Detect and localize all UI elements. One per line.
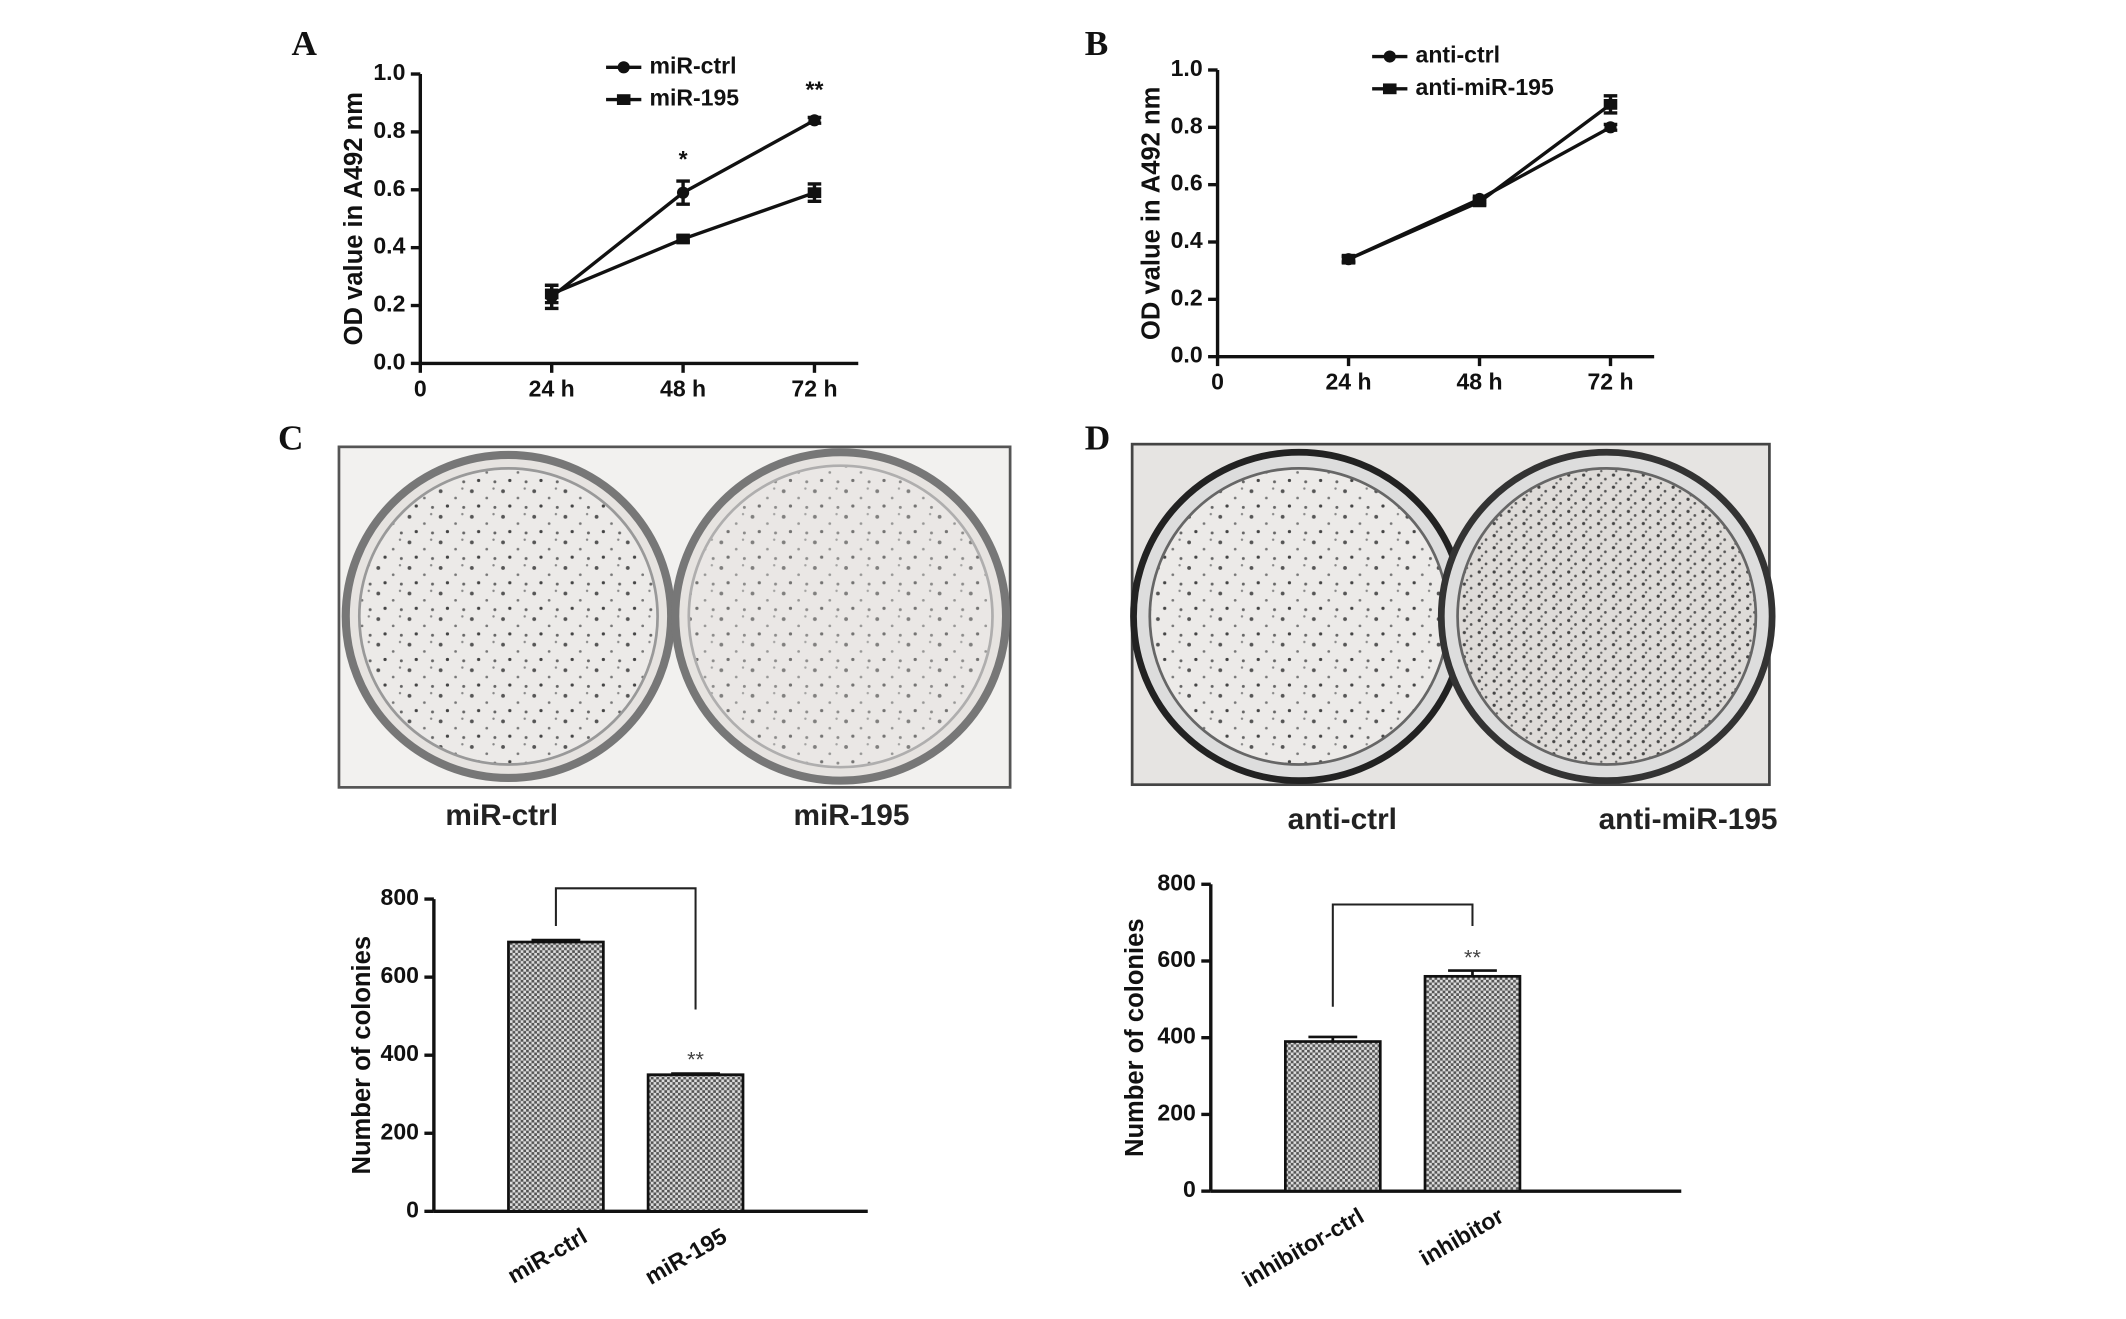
y-tick-label: 0.6 <box>1171 170 1203 196</box>
annotation: ** <box>1464 945 1481 970</box>
photo <box>1130 442 1776 787</box>
x-tick-label: 0 <box>414 375 427 401</box>
x-tick-label: 24 h <box>529 375 575 401</box>
x-tick-label: inhibitor-ctrl <box>1238 1202 1369 1292</box>
y-tick-label: 800 <box>1157 869 1195 895</box>
photo-label: anti-ctrl <box>1288 803 1397 836</box>
marker <box>1341 253 1356 265</box>
legend-marker <box>1382 83 1397 95</box>
y-tick-label: 0.8 <box>1171 112 1203 138</box>
y-axis-title: OD value in A492 nm <box>340 92 368 345</box>
marker <box>676 186 690 199</box>
x-tick-label: 72 h <box>1587 369 1633 395</box>
x-tick-label: miR-195 <box>640 1223 731 1290</box>
x-tick-label: 48 h <box>1456 369 1502 395</box>
error-bar <box>531 938 581 943</box>
y-axis-title: Number of colonies <box>1121 918 1149 1157</box>
bracket <box>554 887 697 1010</box>
x-tick-label: 48 h <box>660 375 706 401</box>
error-bar <box>671 1072 720 1075</box>
marker <box>544 288 559 300</box>
photo <box>337 445 1012 789</box>
legend-marker <box>616 94 631 105</box>
y-tick-label: 600 <box>1157 946 1195 972</box>
legend-marker <box>1383 50 1396 63</box>
y-tick-label: 0.8 <box>373 117 405 143</box>
panel-label: A <box>292 24 318 63</box>
y-tick-label: 200 <box>381 1118 419 1144</box>
error-bar <box>1308 1035 1358 1042</box>
legend-label: miR-ctrl <box>649 52 736 78</box>
y-tick-label: 0 <box>406 1196 419 1222</box>
annotation: ** <box>805 77 823 103</box>
x-tick-label: 0 <box>1211 369 1224 395</box>
y-tick-label: 1.0 <box>373 59 405 85</box>
y-tick-label: 400 <box>381 1040 419 1066</box>
marker <box>1604 121 1617 134</box>
legend-label: anti-ctrl <box>1416 42 1500 68</box>
photo-label: miR-195 <box>793 799 909 832</box>
y-tick-label: 0.2 <box>373 291 405 317</box>
photo-label: anti-miR-195 <box>1599 803 1778 836</box>
annotation: ** <box>687 1047 704 1072</box>
bar <box>1284 1040 1382 1193</box>
y-tick-label: 1.0 <box>1171 55 1203 81</box>
photo-label: miR-ctrl <box>445 799 558 832</box>
legend-marker <box>617 61 630 74</box>
panel-label: B <box>1085 24 1109 63</box>
y-tick-label: 400 <box>1157 1023 1195 1049</box>
marker <box>1472 196 1487 208</box>
x-tick-label: 72 h <box>791 375 837 401</box>
y-tick-label: 600 <box>381 962 419 988</box>
marker <box>808 114 821 127</box>
error-bar <box>1448 969 1497 977</box>
y-tick-label: 0.6 <box>373 175 405 201</box>
legend-label: anti-miR-195 <box>1416 74 1554 100</box>
marker <box>807 187 822 199</box>
y-tick-label: 0.4 <box>1171 227 1203 253</box>
marker <box>1603 99 1618 110</box>
y-tick-label: 0.0 <box>373 349 405 375</box>
y-tick-label: 0.2 <box>1171 284 1203 310</box>
bracket <box>1331 903 1474 1007</box>
panel-label: C <box>278 419 303 458</box>
legend-label: miR-195 <box>649 85 739 111</box>
y-tick-label: 200 <box>1157 1100 1195 1126</box>
y-tick-label: 800 <box>381 884 419 910</box>
marker <box>676 233 690 245</box>
y-axis-title: OD value in A492 nm <box>1137 87 1165 340</box>
y-tick-label: 0.0 <box>1171 342 1203 368</box>
y-tick-label: 0 <box>1183 1176 1196 1202</box>
x-tick-label: inhibitor <box>1415 1202 1508 1270</box>
series-line <box>1347 103 1612 261</box>
panel-label: D <box>1085 419 1110 458</box>
bar <box>646 1073 745 1213</box>
y-axis-title: Number of colonies <box>348 936 376 1175</box>
y-tick-label: 0.4 <box>373 233 405 259</box>
bar <box>507 940 605 1213</box>
bar <box>1423 974 1522 1193</box>
annotation: * <box>679 146 688 172</box>
x-tick-label: 24 h <box>1325 369 1371 395</box>
x-tick-label: miR-ctrl <box>503 1223 591 1289</box>
